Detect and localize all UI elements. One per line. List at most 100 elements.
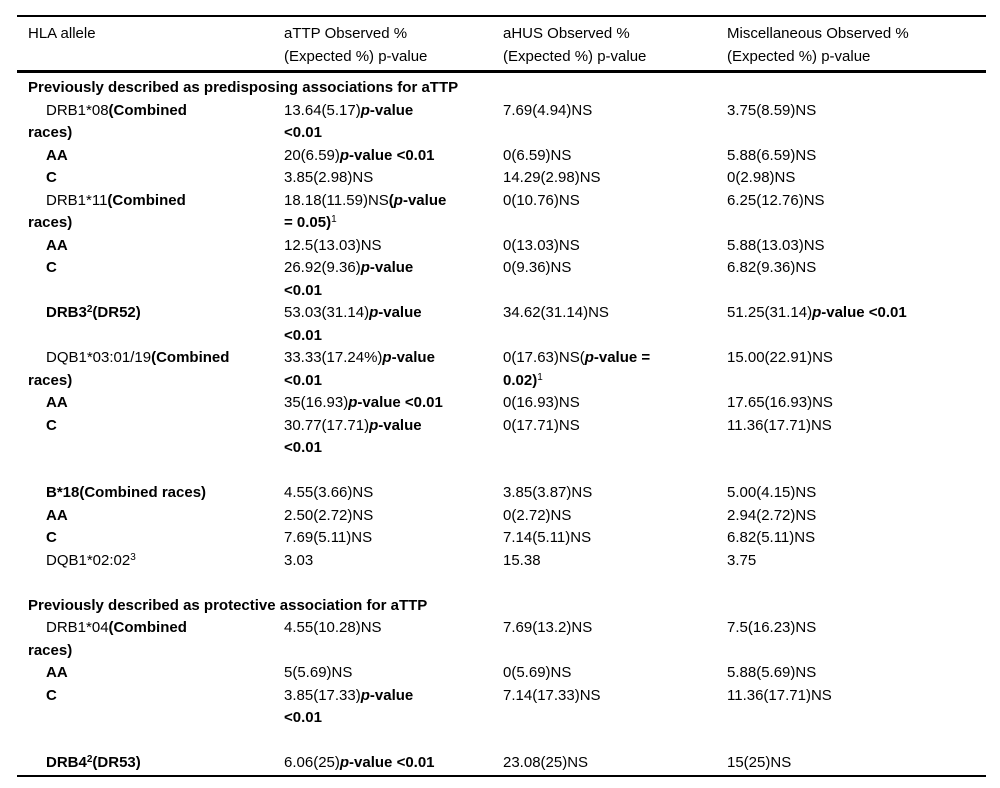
cell-hla-allele: DQB1*03:01/19(Combined races) <box>17 347 284 392</box>
text-segment: 6.25(12.76)NS <box>727 191 825 209</box>
spacer-cell <box>17 460 986 483</box>
text-segment: (DR53) <box>92 754 141 771</box>
cell-ahus: 7.14(17.33)NS <box>503 685 727 730</box>
text-segment: 14.29(2.98)NS <box>503 169 601 186</box>
text-segment: AA <box>46 506 68 524</box>
cell-hla-allele: DQB1*02:023 <box>17 550 284 573</box>
cell-hla-allele: AA <box>17 505 284 528</box>
text-segment: p <box>812 304 822 321</box>
cell-misc: 3.75(8.59)NS <box>727 100 986 145</box>
text-segment: 3.85(3.87)NS <box>503 484 593 501</box>
cell-misc: 51.25(31.14)p-value <0.01 <box>727 302 986 347</box>
text-segment: 3 <box>130 551 136 563</box>
cell-ahus: 7.14(5.11)NS <box>503 527 727 550</box>
cell-misc: 11.36(17.71)NS <box>727 685 986 730</box>
cell-attp: 18.18(11.59)NS(p-value = 0.05)1 <box>284 190 503 235</box>
text-segment: C <box>46 169 57 186</box>
table-body: Previously described as predisposing ass… <box>17 72 986 776</box>
text-segment: p <box>348 394 358 411</box>
cell-ahus: 0(9.36)NS <box>503 257 727 302</box>
cell-attp: 20(6.59)p-value <0.01 <box>284 145 503 168</box>
text-segment: 17.65(16.93)NS <box>727 394 833 411</box>
text-segment: 6.06(25) <box>284 754 340 771</box>
cell-hla-allele: AA <box>17 235 284 258</box>
text-segment: ( <box>388 191 394 209</box>
text-segment: C <box>46 686 57 704</box>
cell-attp: 4.55(3.66)NS <box>284 482 503 505</box>
text-segment: 2 <box>86 754 93 765</box>
cell-hla-allele: DRB32(DR52) <box>17 302 284 347</box>
text-segment: 15.00(22.91)NS <box>727 349 833 366</box>
cell-attp: 6.06(25)p-value <0.01 <box>284 752 503 776</box>
text-segment: p <box>382 349 392 366</box>
table-row: C 3.85(17.33)p-value <0.01 7.14(17.33)NS 11… <box>17 685 986 730</box>
text-segment: p <box>339 146 350 164</box>
cell-misc: 7.5(16.23)NS <box>727 617 986 662</box>
cell-hla-allele: DRB1*08(Combined races) <box>17 100 284 145</box>
cell-hla-allele: C <box>17 685 284 730</box>
cell-attp: 2.50(2.72)NS <box>284 505 503 528</box>
table-header: HLA allele aTTP Observed % (Expected %) p… <box>17 16 986 72</box>
text-segment: -value <0.01 <box>357 394 443 411</box>
cell-ahus: 0(17.71)NS <box>503 415 727 460</box>
text-segment: 7.69(13.2)NS <box>503 619 593 636</box>
table-row: DQB1*03:01/19(Combined races) 33.33(17.24… <box>17 347 986 392</box>
cell-hla-allele: C <box>17 257 284 302</box>
cell-misc: 6.82(5.11)NS <box>727 527 986 550</box>
text-segment: -value = 0.05) <box>284 191 447 232</box>
cell-attp: 3.85(2.98)NS <box>284 167 503 190</box>
text-segment: -value = 0.02) <box>503 349 651 389</box>
text-segment: 5(5.69)NS <box>284 664 353 681</box>
text-segment: 4.55(10.28)NS <box>284 619 382 636</box>
cell-attp: 3.85(17.33)p-value <0.01 <box>284 685 503 730</box>
cell-attp: 35(16.93)p-value <0.01 <box>284 392 503 415</box>
text-segment: 3.03 <box>284 551 314 569</box>
text-segment: AA <box>46 394 68 411</box>
header-ahus: aHUS Observed % (Expected %) p-value <box>503 25 647 65</box>
text-segment: AA <box>46 146 68 164</box>
text-segment: 53.03(31.14) <box>284 304 370 321</box>
cell-hla-allele: DRB42(DR53) <box>17 752 284 776</box>
text-segment: -value <0.01 <box>821 304 907 321</box>
cell-attp: 26.92(9.36)p-value <0.01 <box>284 257 503 302</box>
text-segment: 3.75(8.59)NS <box>727 101 817 119</box>
spacer-row <box>17 730 986 753</box>
cell-hla-allele: C <box>17 167 284 190</box>
text-segment: 6.82(9.36)NS <box>727 259 817 276</box>
cell-hla-allele: C <box>17 527 284 550</box>
cell-misc: 5.88(6.59)NS <box>727 145 986 168</box>
table-row: AA 35(16.93)p-value <0.01 0(16.93)NS 17.65(… <box>17 392 986 415</box>
text-segment: p <box>369 304 379 321</box>
text-segment: 0(17.71)NS <box>503 416 580 434</box>
header-hla-allele: HLA allele <box>28 25 96 42</box>
text-segment: C <box>46 259 57 276</box>
text-segment: -value <0.01 <box>284 259 414 299</box>
text-segment: (Combined races) <box>28 349 230 389</box>
spacer-cell <box>17 572 986 595</box>
cell-ahus: 34.62(31.14)NS <box>503 302 727 347</box>
cell-misc: 15(25)NS <box>727 752 986 776</box>
text-segment: 0(2.98)NS <box>727 169 796 186</box>
text-segment: DRB3 <box>46 304 87 321</box>
cell-ahus: 7.69(4.94)NS <box>503 100 727 145</box>
text-segment: 0(17.63)NS( <box>503 349 585 366</box>
cell-attp: 30.77(17.71)p-value <0.01 <box>284 415 503 460</box>
cell-ahus: 7.69(13.2)NS <box>503 617 727 662</box>
text-segment: 3.85(2.98)NS <box>284 169 374 186</box>
text-segment: -value <0.01 <box>349 146 435 164</box>
text-segment: 15.38 <box>503 551 541 569</box>
cell-attp: 7.69(5.11)NS <box>284 527 503 550</box>
cell-ahus: 0(17.63)NS(p-value = 0.02)1 <box>503 347 727 392</box>
header-row: HLA allele aTTP Observed % (Expected %) p… <box>17 16 986 72</box>
text-segment: 5.00(4.15)NS <box>727 484 817 501</box>
section-label: Previously described as protective assoc… <box>28 596 428 614</box>
table-row: DRB42(DR53) 6.06(25)p-value <0.01 23.08(25… <box>17 752 986 776</box>
cell-ahus: 14.29(2.98)NS <box>503 167 727 190</box>
table-row: B*18(Combined races) 4.55(3.66)NS 3.85(3.8… <box>17 482 986 505</box>
cell-ahus: 0(16.93)NS <box>503 392 727 415</box>
text-segment: 26.92(9.36) <box>284 259 361 276</box>
text-segment: 35(16.93) <box>284 394 349 411</box>
cell-misc: 6.25(12.76)NS <box>727 190 986 235</box>
cell-ahus: 0(6.59)NS <box>503 145 727 168</box>
cell-ahus: 0(13.03)NS <box>503 235 727 258</box>
